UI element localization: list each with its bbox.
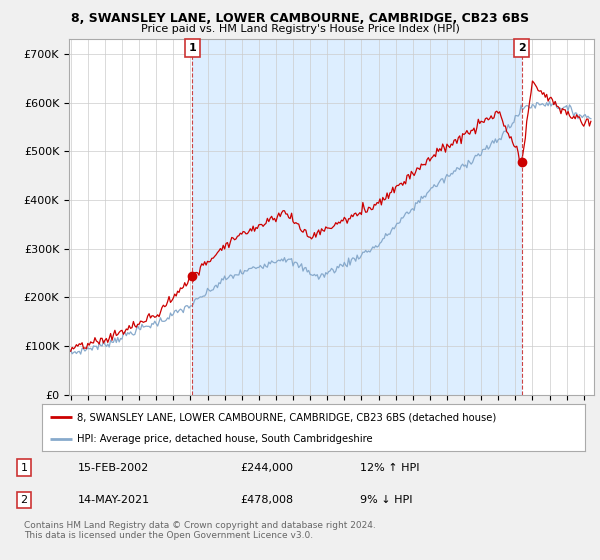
Text: £478,008: £478,008 (240, 495, 293, 505)
Text: 9% ↓ HPI: 9% ↓ HPI (360, 495, 413, 505)
Bar (193, 39, 521, 395)
Text: 12% ↑ HPI: 12% ↑ HPI (360, 463, 419, 473)
Text: 2: 2 (20, 495, 28, 505)
Text: 8, SWANSLEY LANE, LOWER CAMBOURNE, CAMBRIDGE, CB23 6BS: 8, SWANSLEY LANE, LOWER CAMBOURNE, CAMBR… (71, 12, 529, 25)
Text: 15-FEB-2002: 15-FEB-2002 (78, 463, 149, 473)
Text: 2: 2 (518, 43, 526, 53)
Text: 1: 1 (20, 463, 28, 473)
Text: HPI: Average price, detached house, South Cambridgeshire: HPI: Average price, detached house, Sout… (77, 434, 373, 444)
Text: 8, SWANSLEY LANE, LOWER CAMBOURNE, CAMBRIDGE, CB23 6BS (detached house): 8, SWANSLEY LANE, LOWER CAMBOURNE, CAMBR… (77, 412, 497, 422)
Text: Price paid vs. HM Land Registry's House Price Index (HPI): Price paid vs. HM Land Registry's House … (140, 24, 460, 34)
Text: 1: 1 (188, 43, 196, 53)
Text: Contains HM Land Registry data © Crown copyright and database right 2024.
This d: Contains HM Land Registry data © Crown c… (24, 521, 376, 540)
Text: £244,000: £244,000 (240, 463, 293, 473)
Text: 14-MAY-2021: 14-MAY-2021 (78, 495, 150, 505)
